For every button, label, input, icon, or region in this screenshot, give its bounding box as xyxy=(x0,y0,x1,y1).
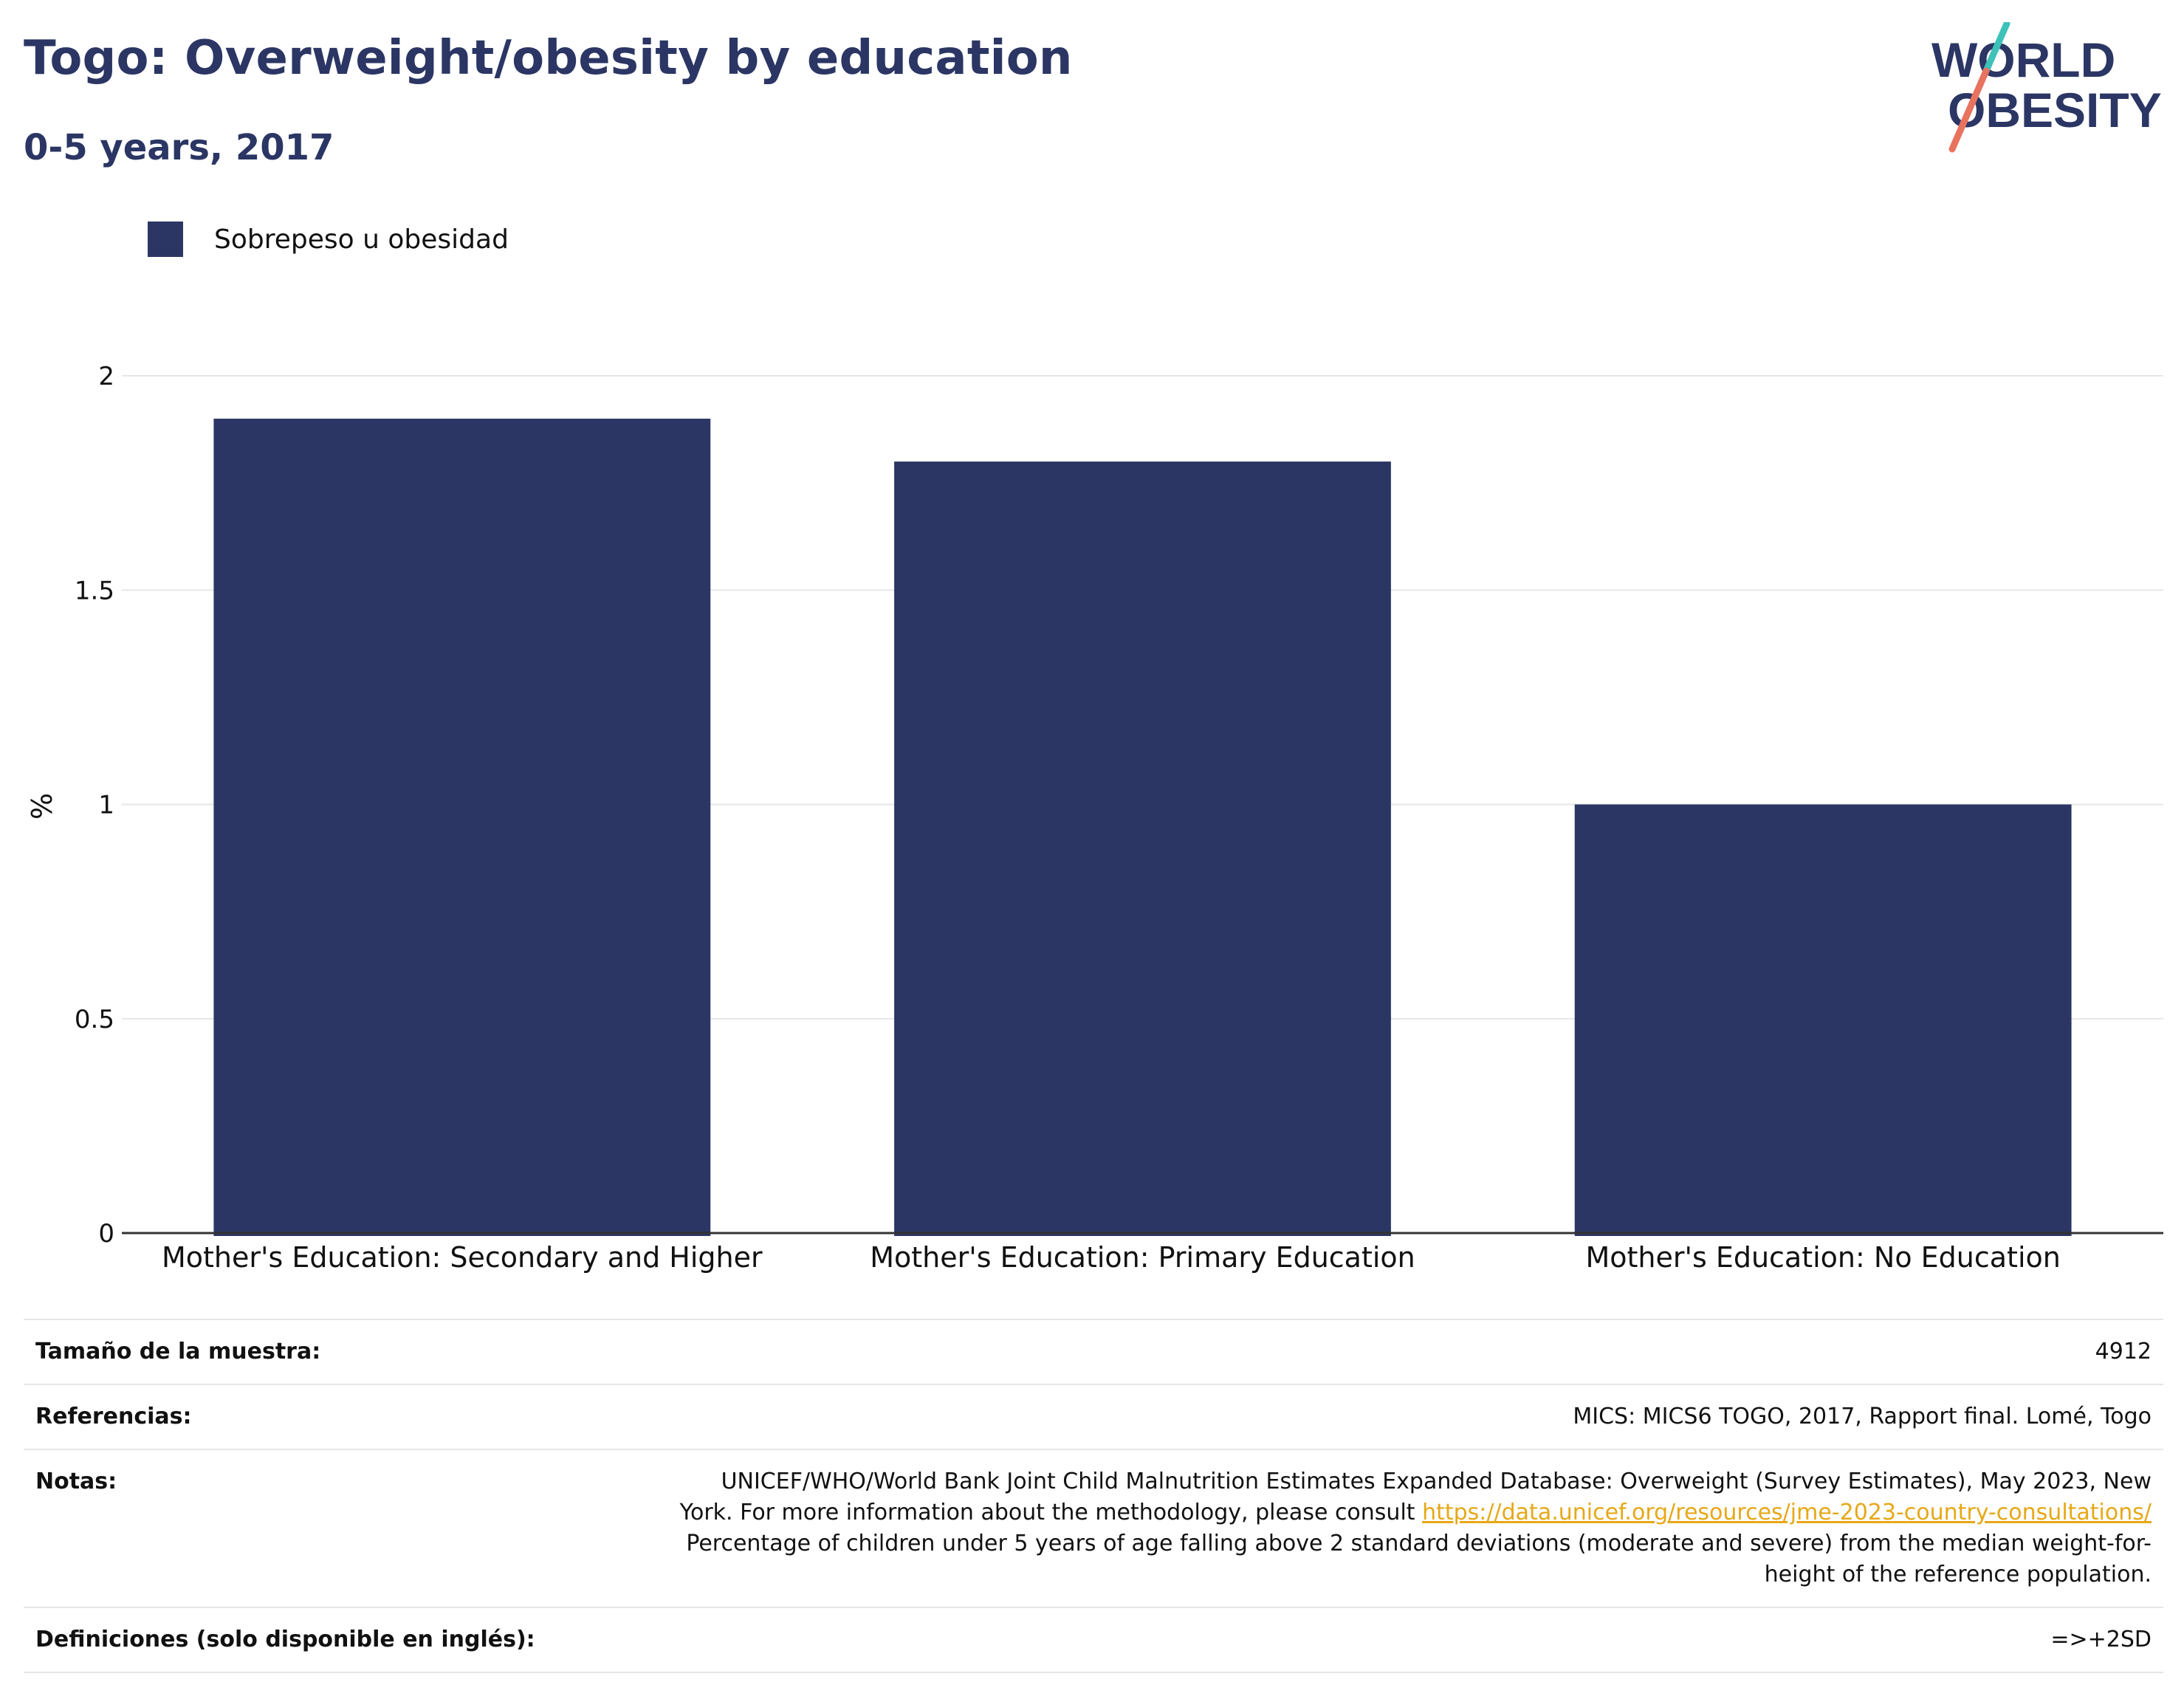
chart-subtitle: 0-5 years, 2017 xyxy=(24,127,334,168)
notes-line-3: Percentage of children under 5 years of … xyxy=(686,1531,2152,1556)
methodology-link[interactable]: https://data.unicef.org/resources/jme-20… xyxy=(1422,1500,2152,1525)
y-tick-label: 2 xyxy=(98,362,114,391)
sample-size-value: 4912 xyxy=(2095,1339,2152,1364)
y-tick-label: 1 xyxy=(98,791,114,820)
y-axis-label: % xyxy=(26,793,58,820)
y-tick-label: 0.5 xyxy=(75,1005,114,1034)
bar[interactable] xyxy=(1574,804,2072,1237)
definitions-label: Definiciones (solo disponible en inglés)… xyxy=(35,1627,535,1652)
notes-line-1: UNICEF/WHO/World Bank Joint Child Malnut… xyxy=(721,1469,2152,1494)
bar[interactable] xyxy=(213,419,711,1236)
table-row-definitions: Definiciones (solo disponible en inglés)… xyxy=(24,1607,2163,1672)
legend-label: Sobrepeso u obesidad xyxy=(214,224,509,255)
references-label: Referencias: xyxy=(35,1404,192,1429)
y-tick-label: 1.5 xyxy=(75,576,114,605)
y-tick-label: 0 xyxy=(98,1219,114,1249)
x-category-label: Mother's Education: Secondary and Higher xyxy=(162,1241,763,1274)
table-row-references: Referencias: MICS: MICS6 TOGO, 2017, Rap… xyxy=(24,1384,2163,1449)
x-category-label: Mother's Education: Primary Education xyxy=(870,1241,1415,1274)
sample-size-label: Tamaño de la muestra: xyxy=(35,1339,321,1364)
bars xyxy=(213,419,2072,1237)
notes-label: Notas: xyxy=(35,1469,117,1494)
notes-value: UNICEF/WHO/World Bank Joint Child Malnut… xyxy=(608,1449,2163,1607)
bar-chart: 0 0.5 1 1.5 2 Mother's Education: Secondary … xyxy=(26,362,2163,1274)
legend-swatch xyxy=(148,222,183,257)
logo-slash-bottom xyxy=(1948,67,1990,153)
logo-line2: OBESITY xyxy=(1948,83,2162,137)
notes-line-2: York. For more information about the met… xyxy=(620,1497,2152,1528)
x-category-label: Mother's Education: No Education xyxy=(1585,1241,2060,1274)
chart-legend[interactable]: Sobrepeso u obesidad xyxy=(148,219,509,260)
world-obesity-logo: WORLD OBESITY xyxy=(1931,22,2162,153)
table-row-sample: Tamaño de la muestra: 4912 xyxy=(24,1319,2163,1384)
x-category-labels: Mother's Education: Secondary and Higher… xyxy=(162,1241,2061,1274)
logo-slash-top xyxy=(1982,22,2010,75)
table-row-notes: Notas: UNICEF/WHO/World Bank Joint Child… xyxy=(24,1449,2163,1607)
definitions-value: =>+2SD xyxy=(2050,1627,2152,1652)
y-tick-labels: 0 0.5 1 1.5 2 xyxy=(75,362,114,1249)
notes-line-2-text: York. For more information about the met… xyxy=(679,1500,1423,1525)
logo-line1: WORLD xyxy=(1931,32,2115,87)
bar[interactable] xyxy=(894,461,1391,1236)
notes-line-4: height of the reference population. xyxy=(1764,1562,2152,1587)
chart-title: Togo: Overweight/obesity by education xyxy=(24,31,1073,86)
references-value: MICS: MICS6 TOGO, 2017, Rapport final. L… xyxy=(1573,1404,2152,1429)
info-table: Tamaño de la muestra: 4912 Referencias: … xyxy=(24,1319,2163,1673)
